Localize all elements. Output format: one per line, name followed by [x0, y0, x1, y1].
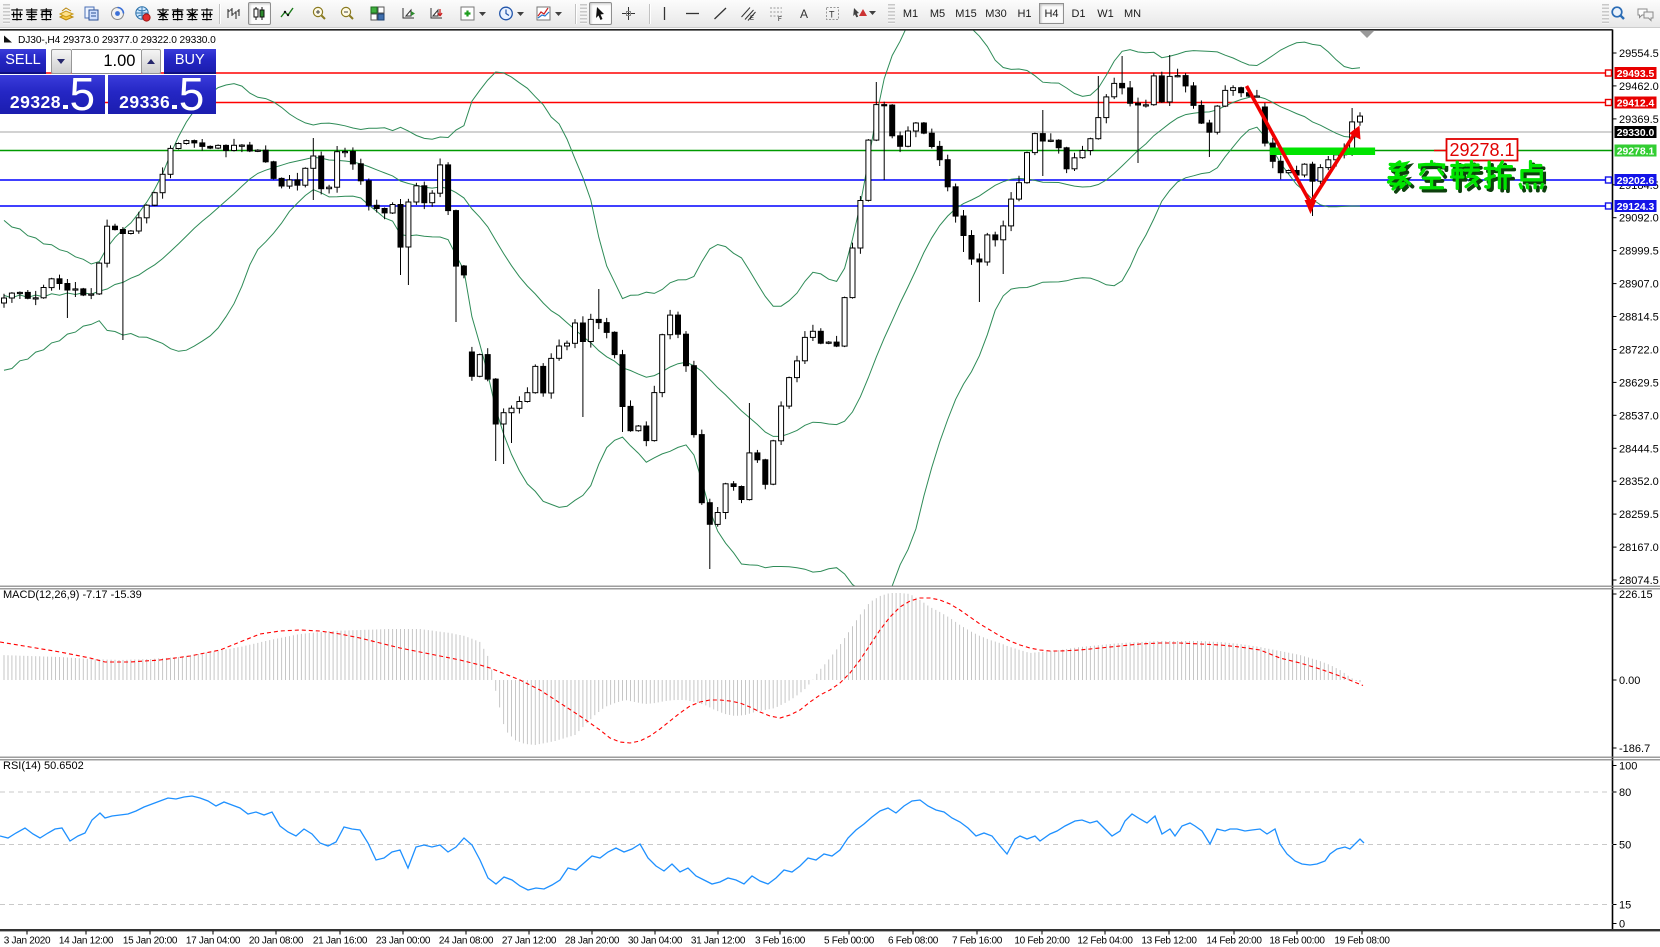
svg-text:28722.0: 28722.0: [1619, 345, 1659, 357]
svg-text:28814.5: 28814.5: [1619, 312, 1659, 324]
svg-text:10 Feb 20:00: 10 Feb 20:00: [1014, 936, 1070, 947]
svg-text:17 Jan 04:00: 17 Jan 04:00: [186, 936, 241, 947]
svg-text:RSI(14) 50.6502: RSI(14) 50.6502: [3, 760, 84, 772]
svg-text:29278.1: 29278.1: [1449, 140, 1514, 160]
svg-text:E: E: [750, 16, 754, 22]
svg-text:15 Jan 20:00: 15 Jan 20:00: [123, 936, 178, 947]
svg-text:MACD(12,26,9) -7.17 -15.39: MACD(12,26,9) -7.17 -15.39: [3, 589, 142, 601]
svg-text:100: 100: [1619, 761, 1637, 773]
svg-text:28259.5: 28259.5: [1619, 509, 1659, 521]
svg-text:23 Jan 00:00: 23 Jan 00:00: [376, 936, 431, 947]
svg-text:15: 15: [1619, 900, 1631, 912]
svg-text:19 Feb 08:00: 19 Feb 08:00: [1334, 936, 1390, 947]
svg-text:50: 50: [1619, 840, 1631, 852]
svg-text:F: F: [778, 17, 782, 22]
svg-text:80: 80: [1619, 787, 1631, 799]
svg-text:0.00: 0.00: [1619, 675, 1640, 687]
svg-text:3 Jan 2020: 3 Jan 2020: [4, 936, 51, 947]
svg-text:226.15: 226.15: [1619, 589, 1653, 601]
svg-text:7 Feb 16:00: 7 Feb 16:00: [952, 936, 1003, 947]
svg-text:12 Feb 04:00: 12 Feb 04:00: [1077, 936, 1133, 947]
svg-text:14 Jan 12:00: 14 Jan 12:00: [59, 936, 114, 947]
svg-text:29369.5: 29369.5: [1619, 114, 1659, 126]
svg-text:28537.0: 28537.0: [1619, 410, 1659, 422]
svg-text:3 Feb 16:00: 3 Feb 16:00: [755, 936, 806, 947]
svg-text:24 Jan 08:00: 24 Jan 08:00: [439, 936, 494, 947]
svg-text:29202.6: 29202.6: [1617, 176, 1655, 187]
svg-text:6 Feb 08:00: 6 Feb 08:00: [888, 936, 939, 947]
svg-text:14 Feb 20:00: 14 Feb 20:00: [1206, 936, 1262, 947]
svg-text:29412.4: 29412.4: [1617, 98, 1655, 109]
svg-text:29554.5: 29554.5: [1619, 48, 1659, 60]
svg-text:13 Feb 12:00: 13 Feb 12:00: [1141, 936, 1197, 947]
svg-text:29092.0: 29092.0: [1619, 213, 1659, 225]
svg-text:28 Jan 20:00: 28 Jan 20:00: [565, 936, 620, 947]
svg-text:28999.5: 28999.5: [1619, 246, 1659, 258]
svg-text:T: T: [829, 10, 835, 20]
svg-text:28352.0: 28352.0: [1619, 476, 1659, 488]
svg-text:29278.1: 29278.1: [1617, 146, 1655, 157]
svg-text:28907.0: 28907.0: [1619, 279, 1659, 291]
svg-text:A: A: [800, 7, 808, 21]
svg-text:18 Feb 00:00: 18 Feb 00:00: [1269, 936, 1325, 947]
svg-text:27 Jan 12:00: 27 Jan 12:00: [502, 936, 557, 947]
svg-text:DJ30-,H4 29373.0 29377.0 2932: DJ30-,H4 29373.0 29377.0 29322.0 29330.0: [18, 35, 216, 46]
svg-text:20 Jan 08:00: 20 Jan 08:00: [249, 936, 304, 947]
svg-text:28629.5: 28629.5: [1619, 377, 1659, 389]
svg-text:29462.0: 29462.0: [1619, 81, 1659, 93]
svg-text:28444.5: 28444.5: [1619, 443, 1659, 455]
svg-text:29493.5: 29493.5: [1617, 69, 1655, 80]
svg-text:0: 0: [1619, 919, 1625, 931]
svg-text:-186.7: -186.7: [1619, 743, 1650, 755]
svg-text:29124.3: 29124.3: [1617, 202, 1655, 213]
svg-text:31 Jan 12:00: 31 Jan 12:00: [691, 936, 746, 947]
svg-text:30 Jan 04:00: 30 Jan 04:00: [628, 936, 683, 947]
svg-text:29330.0: 29330.0: [1617, 128, 1655, 139]
svg-text:5 Feb 00:00: 5 Feb 00:00: [824, 936, 875, 947]
svg-text:28074.5: 28074.5: [1619, 575, 1659, 587]
svg-text:28167.0: 28167.0: [1619, 542, 1659, 554]
svg-text:21 Jan 16:00: 21 Jan 16:00: [313, 936, 368, 947]
